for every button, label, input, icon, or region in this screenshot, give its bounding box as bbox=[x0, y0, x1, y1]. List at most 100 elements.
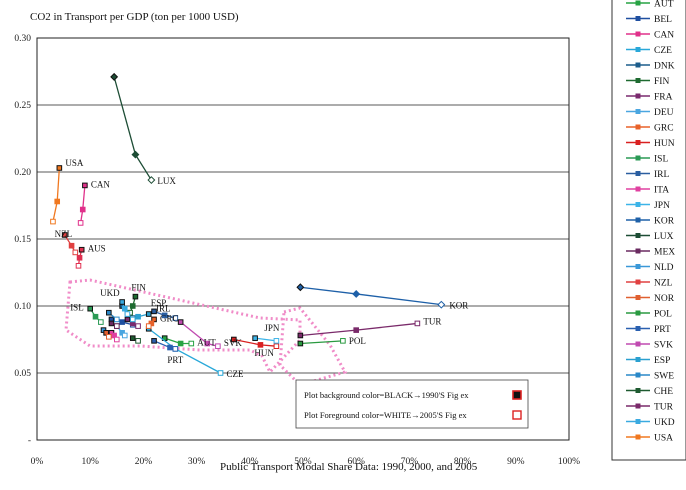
data-point bbox=[131, 150, 140, 159]
series-aus bbox=[75, 246, 85, 269]
legend-swatch-marker bbox=[635, 264, 641, 269]
legend-swatch-marker bbox=[635, 31, 641, 37]
legend-label: DNK bbox=[654, 62, 675, 72]
legend-item-jpn: JPN bbox=[626, 201, 670, 211]
legend-swatch-marker bbox=[635, 93, 641, 99]
legend-label: BEL bbox=[654, 15, 672, 25]
point-label: CZE bbox=[227, 369, 245, 379]
data-point bbox=[147, 176, 156, 184]
data-point bbox=[353, 327, 359, 333]
data-point bbox=[87, 305, 94, 312]
series-prt bbox=[151, 338, 179, 352]
legend: AUT BEL CAN CZE DNK FIN FRA DEU GRC HUN ISL IRL ITA J… bbox=[626, 0, 675, 444]
data-point bbox=[121, 305, 128, 312]
data-point bbox=[121, 332, 128, 339]
series-isl bbox=[87, 305, 104, 325]
point-label: CAN bbox=[91, 179, 111, 189]
legend-item-lux: LUX bbox=[626, 232, 674, 242]
data-point bbox=[108, 320, 115, 327]
series-pol bbox=[297, 338, 346, 347]
note-filled-marker bbox=[512, 390, 522, 400]
legend-swatch-marker bbox=[635, 372, 641, 378]
series-usa bbox=[50, 165, 63, 225]
data-point bbox=[119, 319, 125, 325]
data-point bbox=[257, 342, 264, 348]
point-label: JPN bbox=[264, 323, 280, 333]
x-axis-ticks: 0% 10% 20% 30% 40% 50% 60% 70% 80% 90% 100% bbox=[31, 457, 581, 467]
series-fra bbox=[124, 316, 141, 329]
data-point bbox=[352, 289, 361, 298]
legend-label: CAN bbox=[654, 31, 674, 41]
point-label: TUR bbox=[423, 316, 441, 326]
data-point bbox=[151, 308, 157, 315]
legend-swatch-marker bbox=[635, 310, 641, 316]
series-jpn bbox=[252, 335, 280, 344]
legend-item-kor: KOR bbox=[626, 217, 675, 227]
data-point bbox=[114, 316, 120, 323]
legend-item-isl: ISL bbox=[626, 155, 668, 165]
legend-swatch-marker bbox=[635, 248, 641, 254]
x-tick-label: 20% bbox=[135, 457, 153, 467]
grid-lines bbox=[37, 104, 569, 374]
legend-item-svk: SVK bbox=[626, 341, 673, 351]
y-tick-label: 0.10 bbox=[14, 302, 31, 312]
series-aut bbox=[161, 335, 195, 347]
legend-label: ISL bbox=[654, 155, 668, 165]
legend-label: CZE bbox=[654, 46, 672, 56]
legend-swatch-marker bbox=[635, 388, 641, 393]
series-layer bbox=[50, 72, 446, 376]
legend-swatch-marker bbox=[635, 62, 641, 68]
point-label: KOR bbox=[449, 301, 468, 311]
data-point bbox=[252, 335, 258, 341]
series-line bbox=[300, 340, 343, 345]
data-point bbox=[76, 254, 83, 261]
data-point bbox=[75, 263, 82, 269]
data-point bbox=[204, 340, 211, 347]
legend-label: NLD bbox=[654, 263, 674, 273]
legend-swatch-marker bbox=[635, 47, 641, 52]
y-tick-label: 0.20 bbox=[14, 168, 31, 178]
series-hun bbox=[231, 336, 280, 349]
x-tick-label: 70% bbox=[401, 457, 419, 467]
legend-item-irl: IRL bbox=[626, 170, 670, 180]
legend-label: HUN bbox=[654, 139, 675, 149]
legend-label: NOR bbox=[654, 294, 675, 304]
data-point bbox=[114, 323, 120, 329]
legend-label: LUX bbox=[654, 232, 674, 242]
series-grc bbox=[145, 316, 157, 329]
legend-label: KOR bbox=[654, 217, 675, 227]
point-label: LUX bbox=[157, 176, 176, 186]
data-point bbox=[77, 220, 84, 226]
data-point bbox=[124, 316, 131, 323]
data-point bbox=[172, 315, 179, 321]
data-point bbox=[106, 334, 112, 340]
legend-swatch-marker bbox=[635, 403, 641, 409]
data-point bbox=[72, 249, 79, 256]
legend-swatch-marker bbox=[635, 186, 641, 192]
data-point bbox=[215, 343, 221, 349]
legend-swatch-marker bbox=[635, 233, 641, 238]
legend-label: CHE bbox=[654, 387, 673, 397]
point-label: POL bbox=[349, 336, 366, 346]
legend-item-can: CAN bbox=[626, 31, 674, 41]
legend-swatch-marker bbox=[635, 0, 641, 6]
data-point bbox=[151, 338, 157, 344]
note-2005: Plot Foreground color=WHITE→2005'S Fig e… bbox=[304, 410, 467, 420]
legend-label: FIN bbox=[654, 77, 669, 87]
highlight-region bbox=[64, 278, 302, 375]
data-point bbox=[217, 370, 224, 376]
data-point bbox=[129, 303, 136, 309]
x-tick-label: 100% bbox=[558, 457, 580, 467]
y-tick-label: 0.05 bbox=[14, 369, 31, 379]
legend-swatch-marker bbox=[635, 16, 641, 21]
data-point bbox=[340, 338, 346, 344]
data-point bbox=[437, 300, 446, 309]
data-point bbox=[129, 316, 136, 323]
legend-item-esp: ESP bbox=[626, 356, 670, 366]
data-point bbox=[124, 311, 131, 317]
legend-label: SWE bbox=[654, 372, 674, 382]
point-labels: AUT CAN CZE FIN GRC HUN ISL IRL JPN KOR LUX NZL POL P… bbox=[55, 158, 469, 379]
data-point bbox=[135, 338, 141, 344]
legend-swatch-marker bbox=[635, 109, 641, 114]
